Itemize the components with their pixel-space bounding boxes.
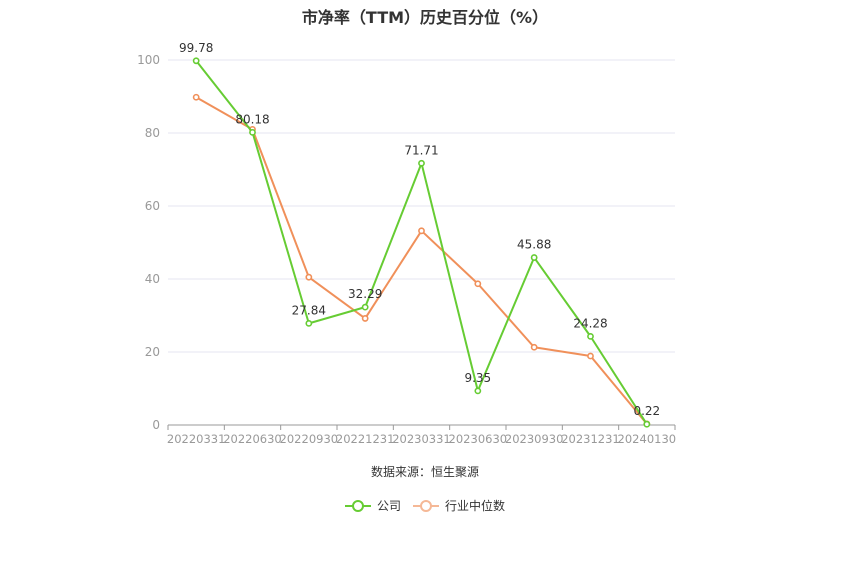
data-point-industry-median bbox=[192, 93, 200, 101]
data-point-company bbox=[249, 128, 256, 136]
chart-title: 市净率（TTM）历史百分位（%） bbox=[301, 8, 549, 27]
x-tick-label: 20221231 bbox=[336, 432, 395, 446]
x-tick-label: 20240130 bbox=[618, 432, 677, 446]
data-label-company: 71.71 bbox=[404, 143, 438, 157]
y-tick-label: 20 bbox=[145, 345, 160, 359]
data-label-company: 9.35 bbox=[464, 371, 491, 385]
data-label-company: 32.29 bbox=[348, 287, 382, 301]
data-point-company bbox=[530, 254, 538, 261]
x-tick-label: 20230930 bbox=[505, 432, 564, 446]
data-label-company: 0.22 bbox=[633, 404, 660, 418]
legend-label-company: 公司 bbox=[376, 499, 401, 513]
data-point-industry-median bbox=[530, 343, 538, 351]
chart-plot: 0 20 40 60 80 100 2022033120220630202209302022… bbox=[137, 41, 677, 446]
data-label-company: 24.28 bbox=[573, 316, 607, 330]
data-label-company: 45.88 bbox=[517, 238, 551, 252]
x-tick-label: 20230630 bbox=[449, 432, 508, 446]
data-point-industry-median bbox=[305, 273, 313, 281]
data-point-company bbox=[587, 332, 594, 340]
y-tick-label: 100 bbox=[137, 53, 160, 67]
data-point-industry-median bbox=[474, 280, 482, 288]
data-point-company bbox=[192, 57, 200, 65]
y-tick-label: 60 bbox=[145, 199, 160, 213]
data-label-company: 27.84 bbox=[292, 303, 326, 317]
data-point-industry-median bbox=[361, 315, 369, 322]
legend-line-icon-industry-median bbox=[413, 499, 439, 512]
legend: 公司 行业中位数 bbox=[0, 497, 850, 514]
data-point-industry-median bbox=[418, 227, 425, 235]
data-point-company bbox=[643, 420, 651, 428]
legend-line-icon-company bbox=[344, 499, 371, 512]
x-tick-label: 20220930 bbox=[280, 432, 339, 446]
data-point-industry-median bbox=[587, 352, 594, 360]
x-tick-label: 20230331 bbox=[392, 432, 451, 446]
data-label-company: 80.18 bbox=[235, 112, 269, 126]
x-tick-label: 20220630 bbox=[223, 432, 282, 446]
data-point-company bbox=[474, 387, 482, 395]
data-point-company bbox=[361, 303, 369, 311]
data-point-company bbox=[305, 319, 313, 327]
x-tick-label: 20231231 bbox=[561, 432, 620, 446]
source-note: 数据来源：恒生聚源 bbox=[370, 465, 479, 479]
legend-item-industry-median[interactable]: 行业中位数 bbox=[413, 497, 505, 514]
y-tick-label: 80 bbox=[145, 126, 160, 140]
y-tick-label: 40 bbox=[145, 272, 160, 286]
x-tick-label: 20220331 bbox=[167, 432, 226, 446]
legend-item-company[interactable]: 公司 bbox=[344, 497, 401, 514]
data-label-company: 99.78 bbox=[179, 41, 213, 55]
y-tick-label: 0 bbox=[152, 418, 160, 432]
data-point-company bbox=[418, 159, 425, 167]
legend-label-industry-median: 行业中位数 bbox=[445, 499, 506, 513]
